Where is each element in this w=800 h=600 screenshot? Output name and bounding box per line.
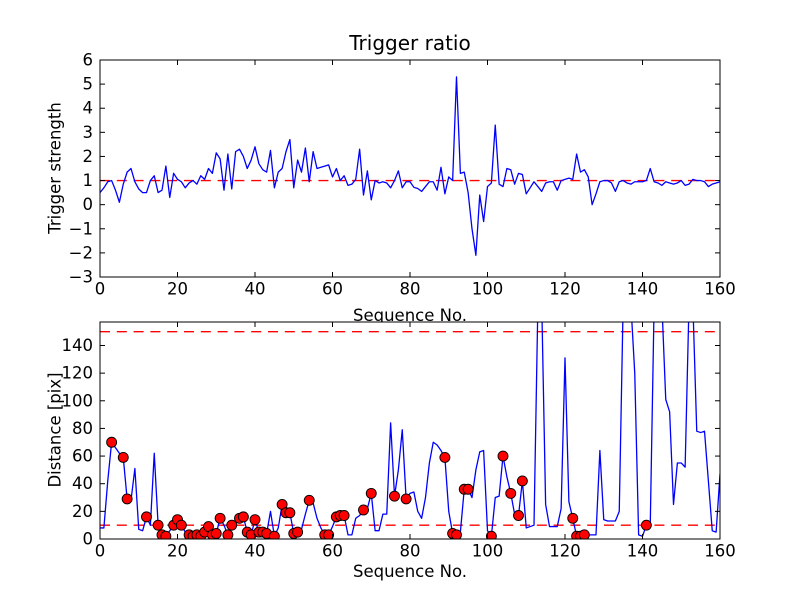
y-tick-label: 0 bbox=[83, 530, 94, 549]
y-tick-label: 120 bbox=[62, 364, 94, 383]
data-point-marker bbox=[338, 510, 350, 521]
data-point-marker bbox=[358, 504, 369, 516]
x-tick-label: 40 bbox=[245, 280, 266, 299]
x-tick-label: 120 bbox=[549, 542, 581, 561]
data-point-marker bbox=[389, 490, 400, 502]
y-tick-label: 80 bbox=[72, 419, 93, 438]
data-point-marker bbox=[439, 452, 451, 463]
x-tick-label: 100 bbox=[472, 280, 504, 299]
y-tick-label: −3 bbox=[69, 268, 93, 287]
x-tick-label: 20 bbox=[167, 542, 188, 561]
data-point-marker bbox=[323, 529, 335, 539]
y-tick-label: 20 bbox=[72, 502, 93, 521]
data-point-marker bbox=[141, 511, 152, 523]
data-point-marker bbox=[152, 519, 164, 531]
data-point-marker bbox=[303, 494, 315, 506]
x-tick-label: 120 bbox=[549, 280, 581, 299]
data-point-marker bbox=[567, 512, 579, 524]
data-point-marker bbox=[175, 519, 187, 531]
bottom-plot-xlabel: Sequence No. bbox=[352, 562, 468, 581]
x-tick-label: 100 bbox=[472, 542, 504, 561]
x-tick-label: 160 bbox=[704, 542, 736, 561]
data-point-marker bbox=[214, 512, 226, 524]
top-plot-xlabel: Sequence No. bbox=[352, 306, 468, 325]
y-tick-label: 2 bbox=[83, 147, 94, 166]
x-tick-label: 80 bbox=[400, 280, 421, 299]
data-point-marker bbox=[237, 511, 249, 523]
data-point-marker bbox=[268, 530, 280, 539]
x-tick-label: 0 bbox=[95, 280, 106, 299]
data-point-marker bbox=[121, 493, 133, 505]
data-point-marker bbox=[106, 436, 118, 448]
x-tick-label: 0 bbox=[95, 542, 106, 561]
x-tick-label: 60 bbox=[322, 280, 343, 299]
x-tick-label: 80 bbox=[400, 542, 421, 561]
data-point-marker bbox=[226, 519, 238, 531]
data-point-marker bbox=[462, 483, 474, 495]
data-point-marker bbox=[210, 528, 222, 539]
y-tick-label: −1 bbox=[69, 219, 93, 238]
data-point-marker bbox=[578, 529, 590, 539]
x-tick-label: 40 bbox=[245, 542, 266, 561]
data-point-marker bbox=[451, 529, 462, 539]
x-tick-label: 60 bbox=[322, 542, 343, 561]
data-point-marker bbox=[249, 514, 261, 526]
data-point-marker bbox=[400, 493, 412, 505]
y-tick-label: 0 bbox=[83, 195, 94, 214]
trigger-ratio-plot-background bbox=[100, 60, 720, 277]
x-tick-label: 20 bbox=[167, 280, 188, 299]
x-tick-label: 140 bbox=[627, 280, 659, 299]
y-tick-label: 5 bbox=[83, 75, 94, 94]
y-tick-label: 6 bbox=[83, 51, 94, 70]
x-tick-label: 160 bbox=[704, 280, 736, 299]
plot-title: Trigger ratio bbox=[349, 31, 471, 55]
data-point-marker bbox=[497, 450, 509, 462]
y-tick-label: 100 bbox=[62, 391, 94, 410]
data-point-marker bbox=[222, 529, 234, 539]
trigger-ratio-plot-series-line bbox=[100, 76, 720, 256]
data-point-marker bbox=[292, 526, 304, 538]
y-tick-label: 40 bbox=[72, 474, 93, 493]
y-tick-label: 140 bbox=[62, 336, 94, 355]
data-point-marker bbox=[513, 510, 524, 521]
distance-plot-markers bbox=[106, 436, 652, 539]
data-point-marker bbox=[516, 475, 528, 487]
y-tick-label: 4 bbox=[83, 99, 94, 118]
x-tick-label: 140 bbox=[627, 542, 659, 561]
trigger-ratio-plot-ticks bbox=[99, 59, 721, 278]
y-tick-label: −2 bbox=[69, 243, 93, 262]
data-point-marker bbox=[365, 487, 377, 499]
data-point-marker bbox=[640, 519, 652, 531]
data-point-marker bbox=[485, 530, 497, 539]
y-tick-label: 1 bbox=[83, 171, 94, 190]
data-point-marker bbox=[117, 452, 129, 463]
y-tick-label: 60 bbox=[72, 447, 93, 466]
distance-plot-background bbox=[100, 322, 720, 539]
data-point-marker bbox=[160, 530, 172, 539]
y-tick-label: 3 bbox=[83, 123, 94, 142]
data-point-marker bbox=[505, 487, 517, 499]
distance-plot-ticks bbox=[99, 322, 721, 540]
data-point-marker bbox=[284, 507, 296, 519]
